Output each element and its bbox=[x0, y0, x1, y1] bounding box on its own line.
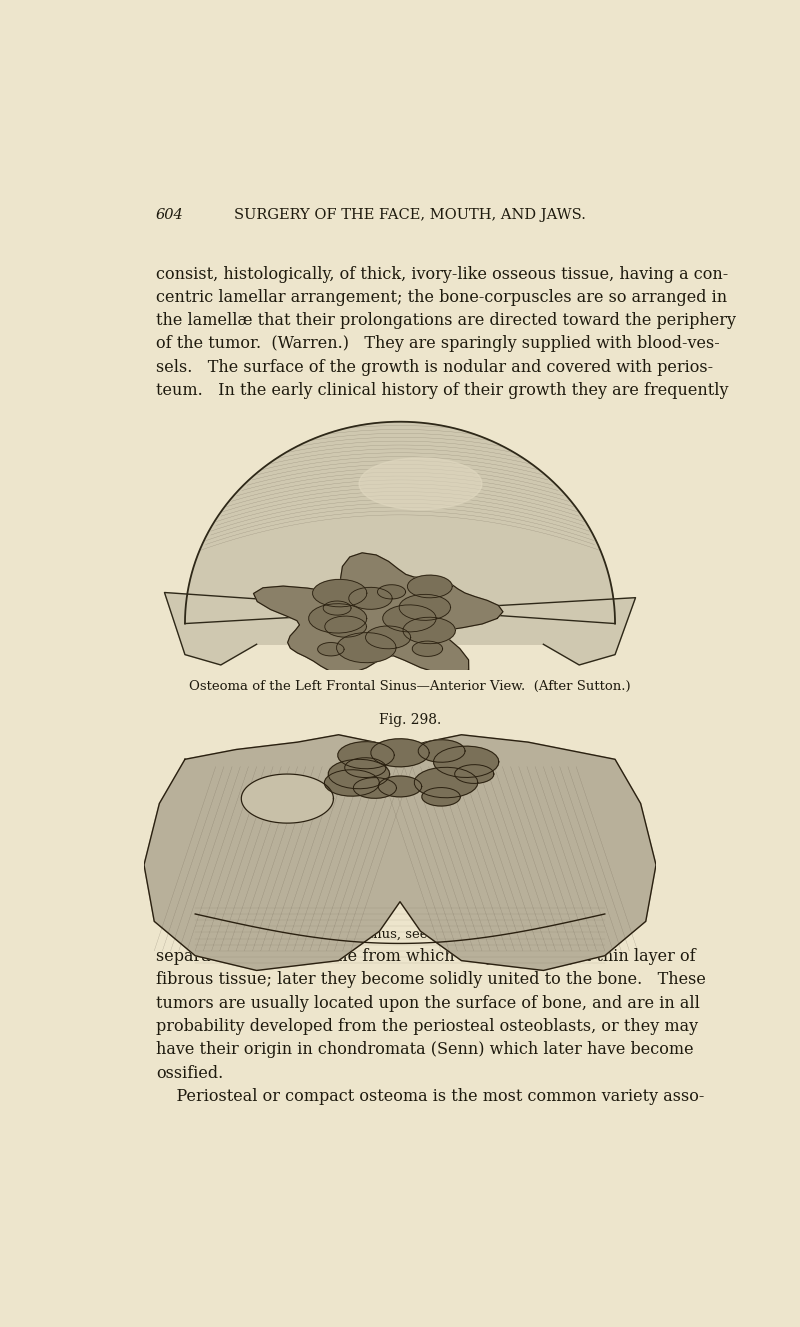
Polygon shape bbox=[359, 458, 482, 510]
Text: probability developed from the periosteal osteoblasts, or they may: probability developed from the periostea… bbox=[156, 1018, 698, 1035]
Text: the lamellæ that their prolongations are directed toward the periphery: the lamellæ that their prolongations are… bbox=[156, 312, 736, 329]
Polygon shape bbox=[165, 422, 635, 665]
Polygon shape bbox=[338, 742, 394, 768]
Text: SURGERY OF THE FACE, MOUTH, AND JAWS.: SURGERY OF THE FACE, MOUTH, AND JAWS. bbox=[234, 208, 586, 223]
Text: ossified.: ossified. bbox=[156, 1064, 223, 1082]
Polygon shape bbox=[318, 642, 344, 656]
Polygon shape bbox=[434, 746, 499, 778]
Text: 604: 604 bbox=[156, 208, 183, 223]
Polygon shape bbox=[382, 605, 436, 632]
Text: consist, histologically, of thick, ivory-like osseous tissue, having a con-: consist, histologically, of thick, ivory… bbox=[156, 265, 728, 283]
Text: Fig. 297.: Fig. 297. bbox=[379, 472, 441, 487]
Text: centric lamellar arrangement; the bone-corpuscles are so arranged in: centric lamellar arrangement; the bone-c… bbox=[156, 289, 727, 305]
Polygon shape bbox=[403, 617, 455, 644]
Polygon shape bbox=[399, 594, 450, 620]
Text: Fig. 298.: Fig. 298. bbox=[379, 713, 441, 727]
Text: sels.   The surface of the growth is nodular and covered with perios-: sels. The surface of the growth is nodul… bbox=[156, 358, 713, 376]
Polygon shape bbox=[242, 774, 334, 823]
Polygon shape bbox=[325, 770, 379, 796]
Polygon shape bbox=[422, 787, 460, 805]
Polygon shape bbox=[349, 588, 392, 609]
Text: Osteoma of the Left Frontal Sinus—Anterior View.  (After Sutton.): Osteoma of the Left Frontal Sinus—Anteri… bbox=[189, 681, 631, 693]
Polygon shape bbox=[309, 604, 366, 633]
Text: Osteoma of Left Frontal Sinus, seen from Below.  (After Sutton.): Osteoma of Left Frontal Sinus, seen from… bbox=[195, 928, 625, 941]
Polygon shape bbox=[418, 739, 465, 762]
Polygon shape bbox=[378, 585, 406, 598]
Polygon shape bbox=[345, 758, 386, 778]
Polygon shape bbox=[144, 735, 656, 970]
Polygon shape bbox=[407, 575, 452, 598]
Text: have their origin in chondromata (Senn) which later have become: have their origin in chondromata (Senn) … bbox=[156, 1042, 694, 1058]
Polygon shape bbox=[323, 601, 351, 616]
Polygon shape bbox=[337, 633, 396, 662]
Text: of the tumor.  (Warren.)   They are sparingly supplied with blood-ves-: of the tumor. (Warren.) They are sparing… bbox=[156, 336, 719, 353]
Polygon shape bbox=[378, 776, 422, 798]
Polygon shape bbox=[454, 764, 494, 783]
Polygon shape bbox=[371, 739, 430, 767]
Polygon shape bbox=[412, 641, 442, 657]
Polygon shape bbox=[366, 626, 410, 649]
Polygon shape bbox=[325, 616, 366, 637]
Polygon shape bbox=[254, 553, 503, 675]
Polygon shape bbox=[328, 759, 390, 788]
Text: fibrous tissue; later they become solidly united to the bone.   These: fibrous tissue; later they become solidl… bbox=[156, 971, 706, 989]
Polygon shape bbox=[354, 778, 397, 799]
Polygon shape bbox=[414, 767, 478, 798]
Text: teum.   In the early clinical history of their growth they are frequently: teum. In the early clinical history of t… bbox=[156, 382, 728, 399]
Text: separated from the bone from which they spring by a thin layer of: separated from the bone from which they … bbox=[156, 947, 695, 965]
Text: tumors are usually located upon the surface of bone, and are in all: tumors are usually located upon the surf… bbox=[156, 995, 700, 1011]
Polygon shape bbox=[313, 580, 367, 606]
Text: Periosteal or compact osteoma is the most common variety asso-: Periosteal or compact osteoma is the mos… bbox=[156, 1088, 704, 1105]
